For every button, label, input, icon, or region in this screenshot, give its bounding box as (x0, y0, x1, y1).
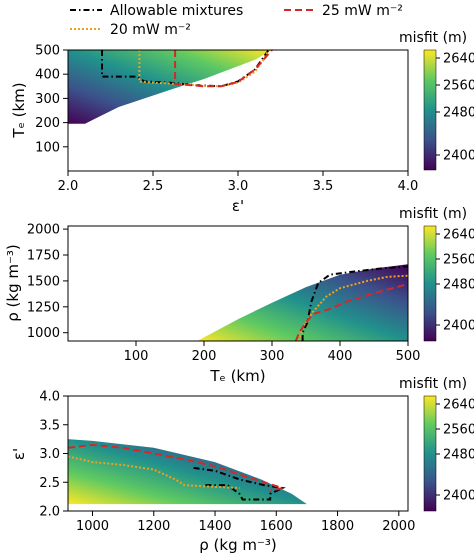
legend-label-20mw: 20 mW m⁻² (110, 22, 191, 38)
colorbar-3-label: misfit (m) (399, 376, 467, 392)
colorbar-tick-label: 2640 (443, 398, 474, 413)
series-line-allowable-mixtures (193, 466, 286, 501)
colorbar-tick-label: 2480 (443, 106, 474, 121)
x-tick-label: 4.0 (398, 179, 419, 194)
x-tick-label: 3.5 (313, 179, 334, 194)
y-tick-label: 400 (35, 68, 60, 83)
x-tick-label: 1600 (260, 519, 293, 534)
colorbar-2: misfit (m) 2640 2560 2480 2400 (399, 206, 474, 342)
misfit-field (197, 264, 408, 341)
panel-3-xlabel: ρ (kg m⁻³) (199, 536, 277, 554)
legend-label-25mw: 25 mW m⁻² (322, 3, 403, 19)
x-tick-label: 2.5 (143, 179, 164, 194)
y-tick-label: 3.0 (39, 447, 60, 462)
y-tick-label: 1750 (27, 249, 60, 264)
x-tick-label: 1200 (137, 519, 170, 534)
series-line-allowable-mixtures (101, 49, 270, 88)
panel-2-ylabel: ρ (kg m⁻³) (4, 244, 22, 322)
y-tick-label: 100 (35, 140, 60, 155)
y-tick-label: 2000 (27, 223, 60, 238)
misfit-field (68, 439, 307, 505)
legend: Allowable mixtures 20 mW m⁻² 25 mW m⁻² (70, 3, 403, 38)
colorbar-2-label: misfit (m) (399, 206, 467, 222)
y-tick-label: 4.0 (39, 390, 60, 405)
panel-1-xlabel: ε' (232, 197, 244, 215)
panel-3: 1000 1200 1400 1600 1800 2000 2.0 2.5 3.0 3.5 4.0… (10, 390, 415, 555)
x-tick-label: 400 (328, 349, 353, 364)
x-tick-label: 100 (124, 349, 149, 364)
colorbar-3: misfit (m) 2640 2560 2480 2400 (399, 376, 474, 512)
colorbar-1: misfit (m) 2640 2560 2480 2400 (399, 30, 474, 171)
panel-2-frame (67, 225, 409, 342)
x-tick-label: 2.0 (58, 179, 79, 194)
series-line-25-mw-m (174, 49, 273, 88)
colorbar-tick-label: 2480 (443, 448, 474, 463)
panel-2-xlabel: Tₑ (km) (209, 367, 265, 385)
misfit-field (68, 50, 272, 124)
colorbar-1-label: misfit (m) (399, 30, 467, 46)
y-tick-label: 200 (35, 116, 60, 131)
y-tick-label: 1000 (27, 326, 60, 341)
colorbar-tick-label: 2480 (443, 278, 474, 293)
y-tick-label: 2.5 (39, 476, 60, 491)
series-line-allowable-mixtures (301, 265, 409, 341)
x-tick-label: 500 (396, 349, 421, 364)
colorbar-tick-label: 2560 (443, 79, 474, 94)
colorbar-tick-label: 2560 (443, 253, 474, 268)
colorbar-tick-label: 2400 (443, 489, 474, 504)
legend-label-allowable: Allowable mixtures (110, 3, 243, 19)
colorbar-1-bar (423, 49, 437, 171)
x-tick-label: 300 (260, 349, 285, 364)
x-tick-label: 1000 (76, 519, 109, 534)
colorbar-3-bar (423, 395, 437, 512)
x-tick-label: 2000 (382, 519, 415, 534)
series-line-20-mw-m (298, 274, 409, 342)
panel-2: 100 200 300 400 500 1000 1250 1500 1750 2000 Tₑ … (4, 223, 420, 385)
colorbar-tick-label: 2640 (443, 228, 474, 243)
colorbar-2-bar (423, 225, 437, 342)
colorbar-tick-label: 2640 (443, 52, 474, 67)
series-line-25-mw-m (294, 283, 409, 342)
x-tick-label: 200 (192, 349, 217, 364)
y-tick-label: 3.5 (39, 418, 60, 433)
colorbar-tick-label: 2400 (443, 319, 474, 334)
panel-3-ylabel: ε' (10, 448, 28, 460)
x-tick-label: 3.0 (228, 179, 249, 194)
y-tick-label: 300 (35, 92, 60, 107)
colorbar-tick-label: 2400 (443, 149, 474, 164)
y-tick-label: 1250 (27, 300, 60, 315)
y-tick-label: 1500 (27, 274, 60, 289)
x-tick-label: 1400 (198, 519, 231, 534)
panel-1-ylabel: Tₑ (km) (10, 82, 28, 138)
y-tick-label: 500 (35, 44, 60, 59)
y-tick-label: 2.0 (39, 505, 60, 520)
x-tick-label: 1800 (321, 519, 354, 534)
series-line-25-mw-m (67, 443, 287, 492)
panel-1: 2.0 2.5 3.0 3.5 4.0 100 200 300 400 500 ε' Tₑ (k… (10, 44, 418, 216)
colorbar-tick-label: 2560 (443, 423, 474, 438)
